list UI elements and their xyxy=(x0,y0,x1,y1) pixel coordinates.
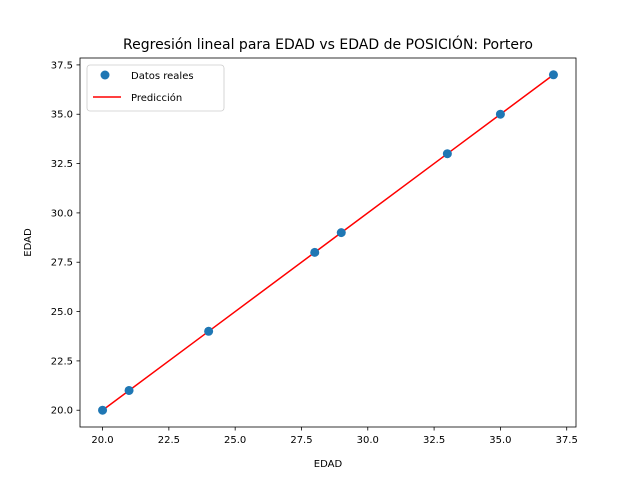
data-point xyxy=(98,405,108,415)
x-axis-label: EDAD xyxy=(314,459,343,470)
legend-frame xyxy=(86,64,225,112)
y-tick-label: 27.5 xyxy=(51,258,73,269)
y-tick-label: 30.0 xyxy=(51,208,73,219)
x-tick-label: 25.0 xyxy=(224,435,246,446)
data-point xyxy=(124,385,134,395)
data-point xyxy=(495,109,505,119)
prediction-line xyxy=(102,74,554,411)
x-tick-label: 32.5 xyxy=(423,435,445,446)
y-tick-label: 37.5 xyxy=(51,60,73,71)
points-layer xyxy=(98,70,558,415)
y-tick-label: 25.0 xyxy=(51,307,73,318)
chart-title: Regresión lineal para EDAD vs EDAD de PO… xyxy=(123,35,533,53)
y-tick-label: 20.0 xyxy=(51,406,73,417)
x-tick-label: 30.0 xyxy=(357,435,379,446)
legend-marker-datos-reales xyxy=(100,70,110,80)
y-tick-label: 35.0 xyxy=(51,110,73,121)
legend-label-datos-reales: Datos reales xyxy=(131,71,194,82)
x-tick-label: 35.0 xyxy=(489,435,511,446)
line-layer xyxy=(102,74,554,411)
y-tick-label: 22.5 xyxy=(51,356,73,367)
axes-frame xyxy=(79,57,577,428)
x-tick-label: 27.5 xyxy=(290,435,312,446)
plot-area xyxy=(79,57,577,428)
data-point xyxy=(336,228,346,238)
x-tick-label: 22.5 xyxy=(158,435,180,446)
legend-label-prediccion: Predicción xyxy=(131,92,182,104)
data-point xyxy=(548,70,558,80)
y-axis-label: EDAD xyxy=(23,228,34,257)
data-point xyxy=(310,247,320,257)
legend: Datos reales Predicción xyxy=(86,64,225,112)
data-point xyxy=(204,326,214,336)
x-axis-ticks: 20.0 22.5 25.0 27.5 30.0 32.5 35.0 37.5 xyxy=(91,427,578,446)
y-axis-ticks: 20.0 22.5 25.0 27.5 30.0 32.5 35.0 37.5 xyxy=(51,60,80,417)
y-tick-label: 32.5 xyxy=(51,159,73,170)
x-tick-label: 37.5 xyxy=(556,435,578,446)
data-point xyxy=(442,149,452,159)
x-tick-label: 20.0 xyxy=(91,435,113,446)
